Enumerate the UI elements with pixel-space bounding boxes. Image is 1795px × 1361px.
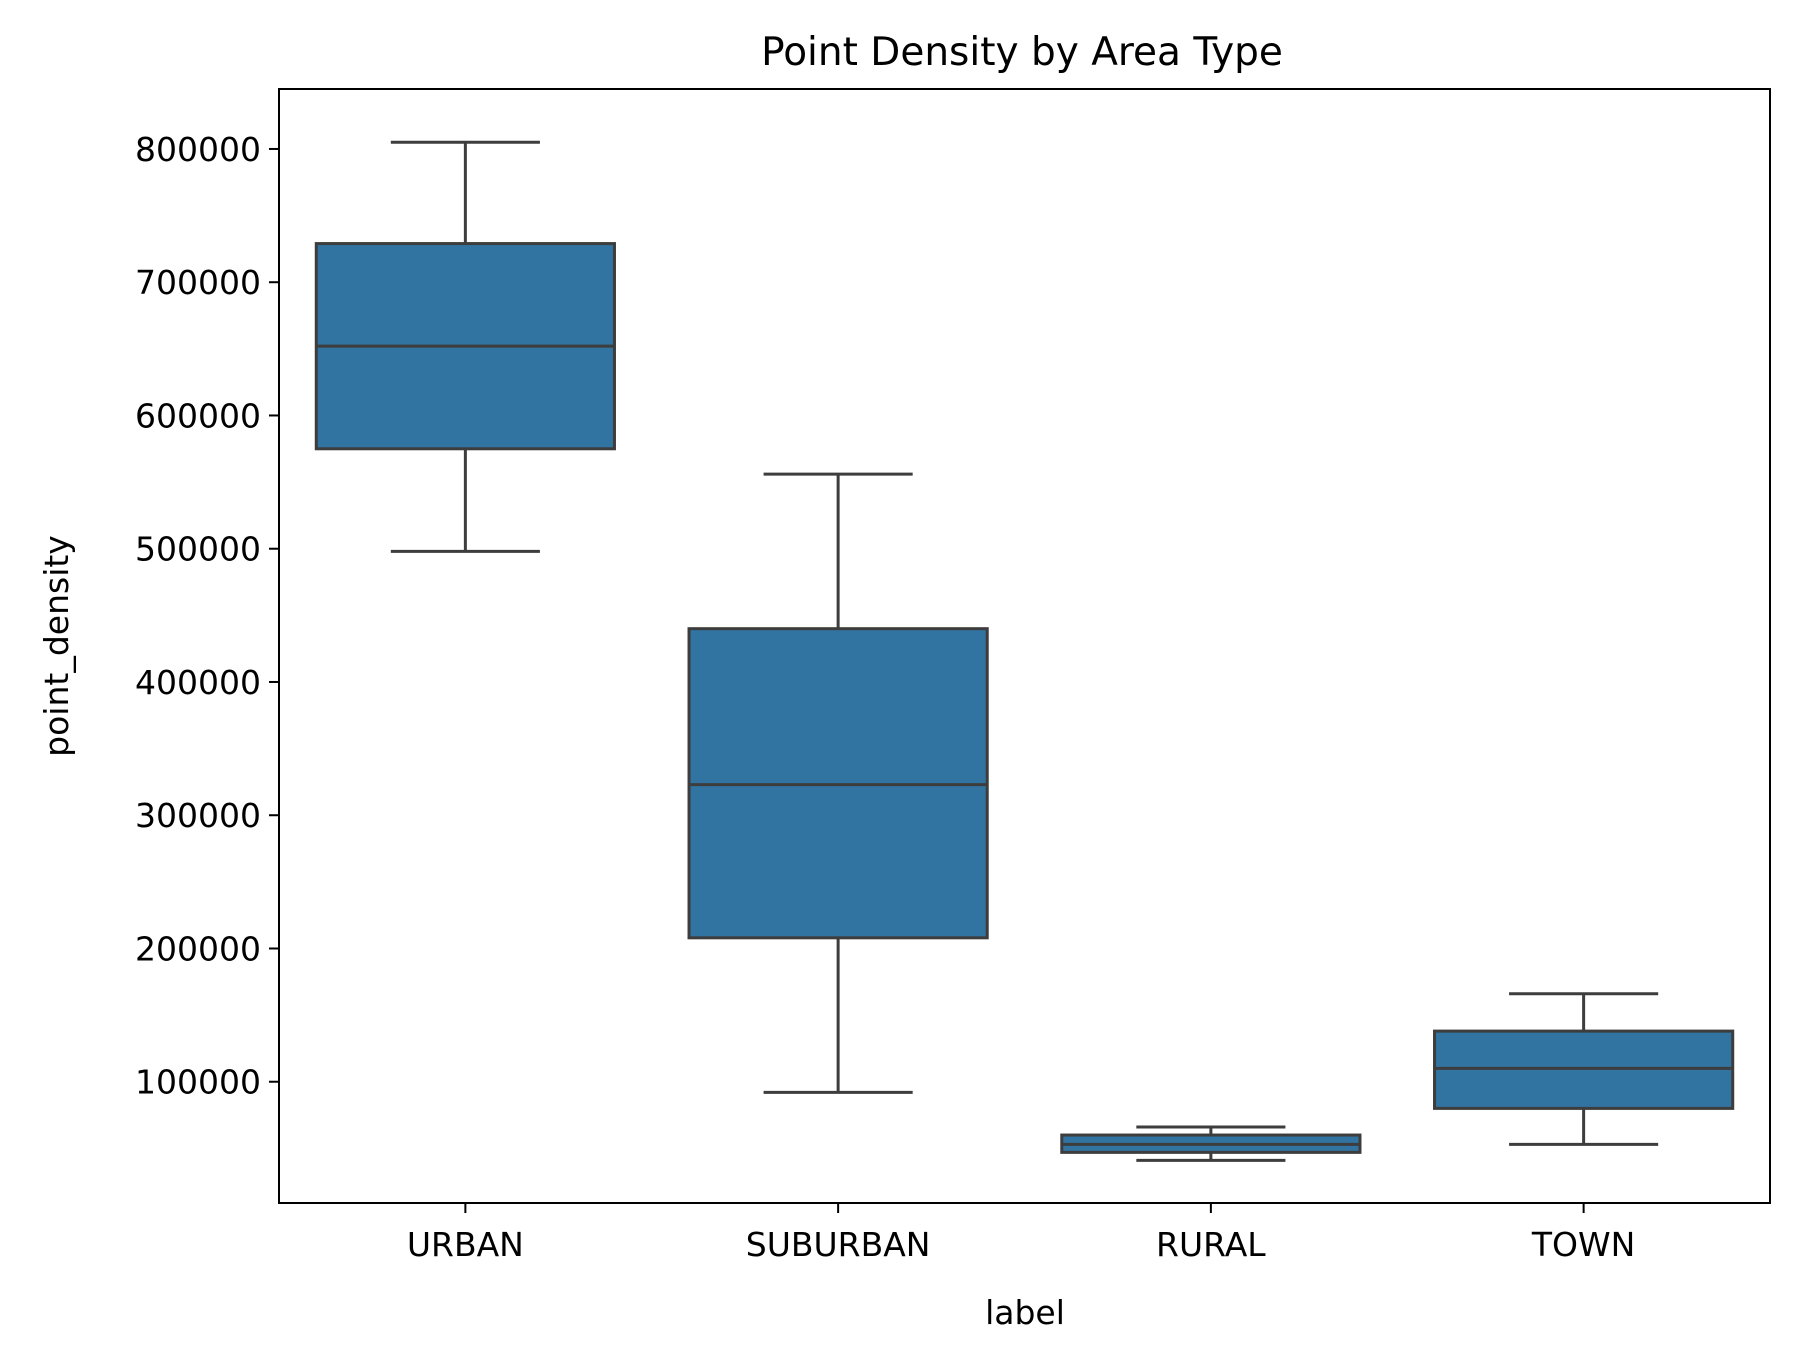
y-tick-label: 400000 <box>135 663 261 702</box>
y-tick-label: 300000 <box>135 796 261 835</box>
x-tick-label-town: TOWN <box>1531 1225 1635 1264</box>
y-tick-label: 700000 <box>135 263 261 302</box>
y-tick-label: 100000 <box>135 1063 261 1102</box>
x-tick-label-suburban: SUBURBAN <box>746 1225 931 1264</box>
chart-title: Point Density by Area Type <box>761 30 1283 75</box>
x-tick-label-rural: RURAL <box>1156 1225 1266 1264</box>
x-tick-label-urban: URBAN <box>407 1225 524 1264</box>
y-tick-label: 800000 <box>135 130 261 169</box>
box-group-rural <box>1060 1125 1362 1162</box>
y-tick-label: 200000 <box>135 929 261 968</box>
plot-frame <box>278 88 1771 1204</box>
y-tick-label: 500000 <box>135 530 261 569</box>
y-axis: 100000 200000 300000 400000 500000 600000 7000… <box>135 130 279 1102</box>
box-group-urban <box>314 140 616 553</box>
y-tick-label: 600000 <box>135 396 261 435</box>
box-group-suburban <box>687 472 989 1094</box>
box-group-town <box>1433 992 1735 1146</box>
x-axis: URBAN SUBURBAN RURAL TOWN <box>407 1203 1635 1264</box>
plot-area <box>314 140 1735 1162</box>
x-axis-label: label <box>985 1293 1065 1332</box>
y-axis-label: point_density <box>37 535 76 757</box>
